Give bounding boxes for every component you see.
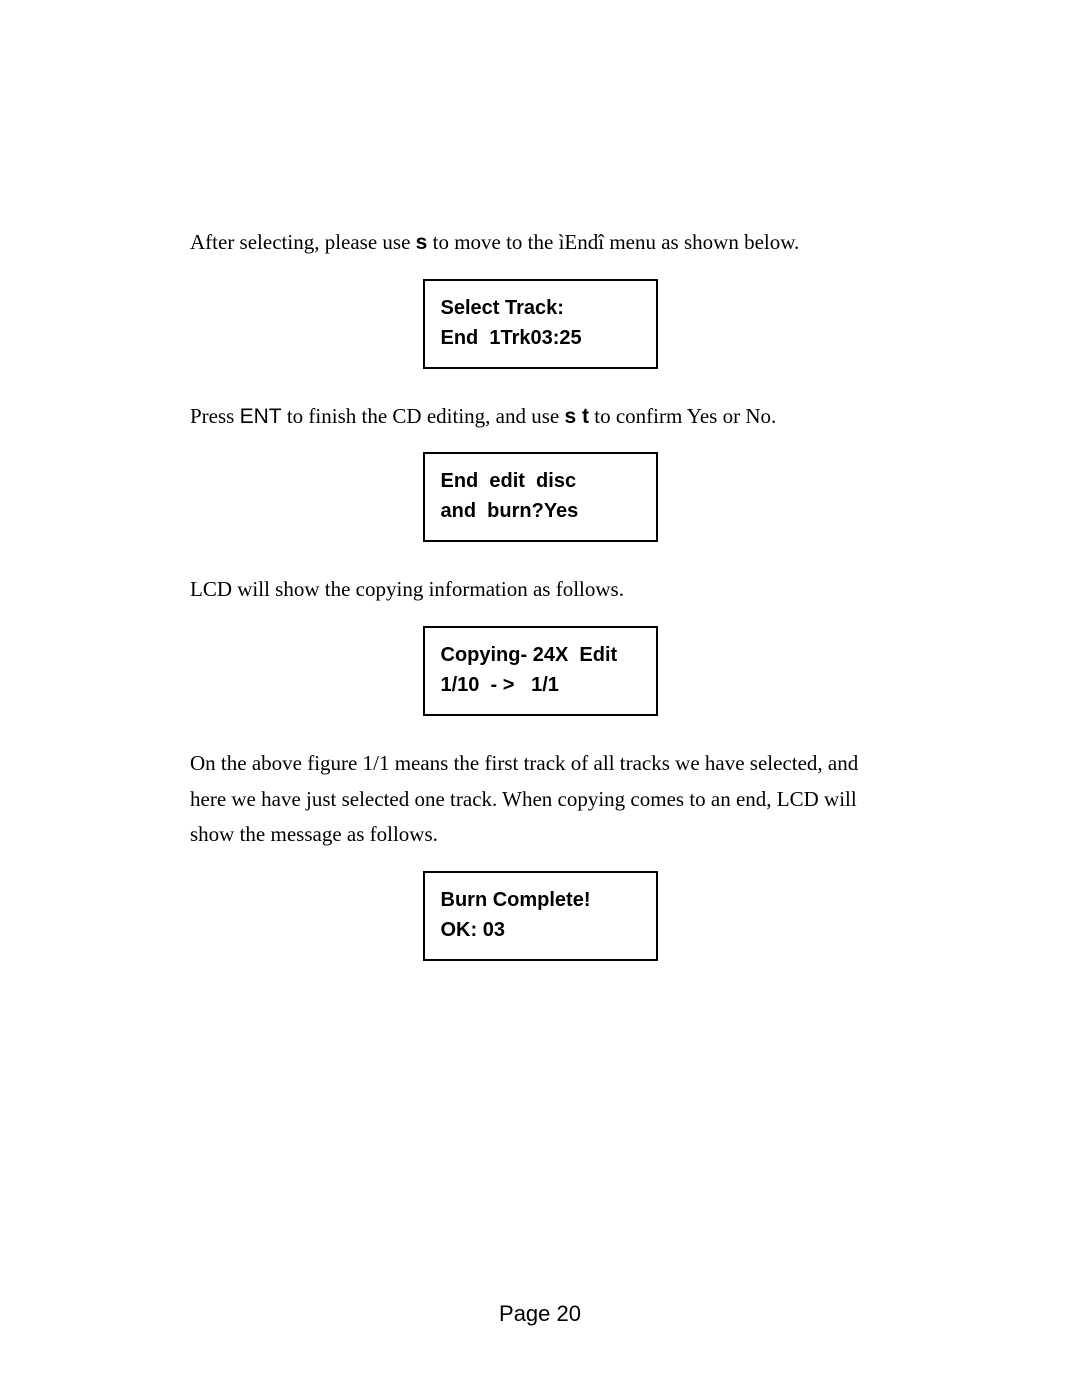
paragraph-4: On the above figure 1/1 means the first … — [190, 746, 890, 853]
para1-post: to move to the ìEndî menu as shown below… — [427, 230, 799, 254]
lcd4-line1: Burn Complete! — [441, 885, 640, 915]
lcd2-line2: and burn?Yes — [441, 496, 640, 526]
paragraph-1: After selecting, please use s to move to… — [190, 225, 890, 261]
para2-pre: Press — [190, 404, 240, 428]
lcd-end-edit: End edit disc and burn?Yes — [423, 452, 658, 542]
lcd3-line2: 1/10 - > 1/1 — [441, 670, 640, 700]
lcd-burn-complete: Burn Complete! OK: 03 — [423, 871, 658, 961]
lcd1-line2: End 1Trk03:25 — [441, 323, 640, 353]
ent-key: ENT — [240, 405, 282, 428]
para1-pre: After selecting, please use — [190, 230, 416, 254]
para2-mid: to finish the CD editing, and use — [282, 404, 565, 428]
lcd-copying: Copying- 24X Edit 1/10 - > 1/1 — [423, 626, 658, 716]
para2-post: to confirm Yes or No. — [589, 404, 776, 428]
lcd1-line1: Select Track: — [441, 293, 640, 323]
paragraph-2: Press ENT to finish the CD editing, and … — [190, 399, 890, 435]
arrow-glyphs: s t — [564, 405, 589, 428]
lcd2-line1: End edit disc — [441, 466, 640, 496]
lcd3-line1: Copying- 24X Edit — [441, 640, 640, 670]
lcd4-line2: OK: 03 — [441, 915, 640, 945]
page-footer: Page 20 — [0, 1301, 1080, 1327]
manual-page: After selecting, please use s to move to… — [0, 0, 1080, 1397]
down-glyph: s — [416, 231, 428, 254]
paragraph-3: LCD will show the copying information as… — [190, 572, 890, 608]
lcd-select-track: Select Track: End 1Trk03:25 — [423, 279, 658, 369]
